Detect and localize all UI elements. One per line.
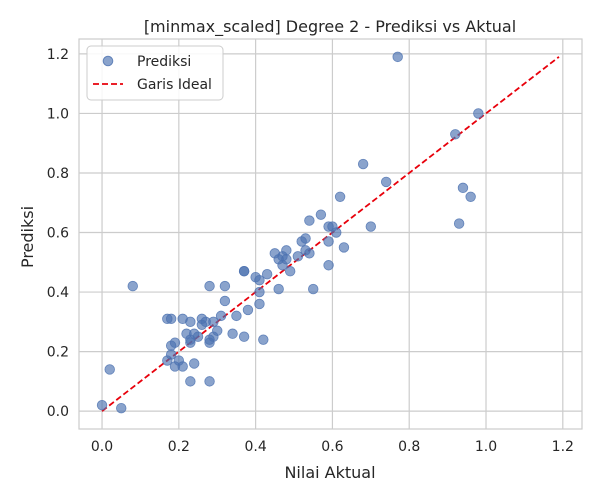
scatter-point [169,337,181,348]
scatter-point [254,298,265,310]
scatter-point [380,176,392,188]
x-tick-label: 0.8 [398,439,420,455]
scatter-point [357,158,369,170]
legend-label-garis-ideal: Garis Ideal [137,77,212,93]
scatter-point [465,191,476,202]
scatter-point [204,376,215,387]
scatter-point [242,304,254,316]
scatter-point [227,328,238,339]
scatter-point [323,260,334,271]
y-tick-label: 0.2 [47,345,69,361]
scatter-point [212,325,223,336]
scatter-point [392,51,403,63]
y-tick-label: 0.6 [47,226,69,242]
scatter-point [338,242,350,253]
y-tick-labels: 0.0 0.2 0.4 0.6 0.8 1.0 1.2 [47,47,69,420]
y-axis-title: Prediksi [18,206,37,268]
scatter-point [204,280,215,292]
x-axis-title: Nilai Aktual [284,463,375,482]
scatter-point [331,227,342,238]
x-tick-label: 0.4 [244,439,266,455]
scatter-point [308,283,319,295]
scatter-point [304,248,315,259]
x-tick-label: 1.2 [552,439,574,455]
scatter-point [450,129,461,140]
scatter-point [273,283,284,295]
scatter-point [104,364,115,375]
scatter-point [457,182,469,194]
legend-marker-prediksi [102,55,114,67]
scatter-point [284,266,296,277]
scatter-point [188,358,200,369]
x-tick-label: 1.0 [475,439,497,455]
scatter-point [219,295,231,307]
scatter-point [315,209,327,220]
scatter-point [300,233,311,244]
scatter-point [208,316,219,328]
scatter-point [261,268,273,280]
scatter-point [96,399,108,411]
chart-title: [minmax_scaled] Degree 2 - Prediksi vs A… [144,17,516,37]
scatter-point [185,337,196,348]
scatter-point [292,251,304,262]
scatter-points [96,51,484,414]
scatter-point [127,280,138,292]
scatter-point [215,310,227,322]
y-tick-label: 1.0 [47,106,69,122]
scatter-point [281,245,292,256]
scatter-point [323,236,334,247]
scatter-point [185,376,196,387]
scatter-point [281,254,292,265]
scatter-point [185,316,196,328]
scatter-point [116,402,127,414]
scatter-point [231,310,242,322]
scatter-point [365,221,377,232]
scatter-point [192,331,204,342]
scatter-point [254,274,265,286]
legend-label-prediksi: Prediksi [137,54,191,70]
x-tick-label: 0.6 [321,439,343,455]
legend: Prediksi Garis Ideal [86,45,224,101]
scatter-point [453,218,465,229]
x-tick-label: 0.2 [168,439,190,455]
scatter-point [334,191,346,202]
scatter-point [304,215,315,226]
scatter-point [254,286,265,298]
scatter-point [473,108,484,119]
x-tick-labels: 0.0 0.2 0.4 0.6 0.8 1.0 1.2 [91,439,574,455]
scatter-point [238,331,250,342]
y-tick-label: 0.4 [47,285,69,301]
legend-box [86,45,224,101]
scatter-point [177,361,188,372]
scatter-point [238,266,250,277]
y-tick-label: 1.2 [47,47,69,63]
y-tick-label: 0.0 [47,404,69,420]
x-tick-label: 0.0 [91,439,113,455]
y-tick-label: 0.8 [47,166,69,182]
scatter-point [258,334,269,345]
scatter-point [165,313,177,325]
scatter-point [165,349,177,360]
scatter-point [219,280,231,292]
